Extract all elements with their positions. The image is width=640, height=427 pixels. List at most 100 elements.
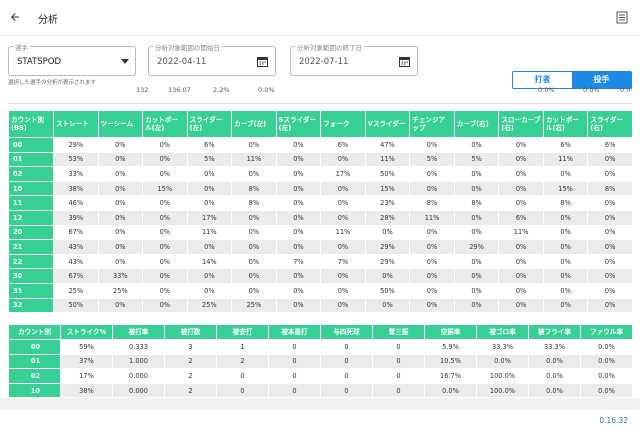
cell: 0.0% [580,368,633,384]
cell: 11% [231,151,277,168]
cell: 0% [409,282,455,299]
column-header: カウント別 [8,324,61,340]
cell: 0% [142,209,188,226]
column-header: ストレート [53,110,99,138]
table-row: 00 29% 0% 0% 6% 0% 0% 6% 47% 0% 0% 0% 6% 6% [8,137,633,153]
column-header: カーブ(右) [453,110,500,138]
toggle-pitcher[interactable]: 投手 [572,72,631,88]
cell: 0 [268,382,321,399]
cell: 0% [142,137,188,153]
start-value: 2022-04-11 [157,57,207,67]
cell: 29% [453,239,500,255]
cell: 17% [186,209,233,226]
cell: 6% [320,137,366,153]
cell: 0% [409,239,455,255]
cell: 0% [542,282,589,299]
cell: 11% [364,151,411,168]
column-header: 与四死球 [320,324,373,340]
cell: 50% [364,166,411,182]
cell: 0% [275,282,322,299]
column-header: 奪三振 [372,324,425,340]
cell: 0% [498,166,544,182]
cell: 0% [409,180,455,197]
cell: 0% [453,137,500,153]
cell: 0% [498,239,544,255]
cell: 15% [542,180,589,197]
cell: 0% [186,180,233,197]
document-icon[interactable] [616,11,628,24]
row-key: 10 [8,382,61,399]
column-header: フォーク [320,110,366,138]
cell: 0% [587,166,633,182]
end-value: 2022-07-11 [299,57,349,67]
header-row: カウント別 ストライク% 被打率 被打数 被安打 被本塁打 与四死球 奪三振 空振率 被ゴロ率 被フ… [8,324,633,340]
table-row: 22 43% 0% 0% 14% 0% 7% 7% 29% 0% 0% 0% 0% 0% [8,253,633,270]
cell: 0% [275,180,322,197]
back-button[interactable] [9,11,21,23]
cell: 0 [372,382,425,399]
cell: 37% [60,353,113,370]
cell: 0% [97,239,144,255]
cell: 0% [498,268,544,284]
toggle-batter[interactable]: 打者 [534,75,551,84]
cell: 0% [453,282,500,299]
cell: 100.0% [476,368,529,384]
cell: 16.7% [424,368,477,384]
table-row: 02 17% 0.000 2 0 0 0 0 16.7% 100.0% 0.0% 0.0% [8,368,633,384]
partial-cell: 0.0% [620,86,632,94]
cell: 11% [320,224,366,241]
cell: 0.000 [112,382,165,399]
cell: 0% [275,268,322,284]
cell: 0% [364,224,411,241]
cell: 0% [409,224,455,241]
table-row: 20 67% 0% 0% 11% 0% 0% 11% 0% 0% 0% 11% 0% 0% [8,224,633,241]
cell: 0 [372,353,425,370]
cell: 0% [587,209,633,226]
cell: 0% [409,253,455,270]
cell: 0% [320,151,366,168]
cell: 59% [60,339,113,355]
cell: 11% [498,224,544,241]
cell: 0% [275,297,322,314]
cell: 0% [142,239,188,255]
app-bar: 分析 [0,0,640,36]
row-key: 11 [8,195,54,211]
player-select[interactable]: STATSPOD [8,46,136,76]
cell: 0% [275,224,322,241]
cell: 17% [60,368,113,384]
cell: 0.0% [528,353,581,370]
table-row: 12 39% 0% 0% 17% 0% 0% 0% 28% 11% 0% 6% 0% 0% [8,209,633,226]
cell: 0.333 [112,339,165,355]
row-key: 22 [8,253,54,270]
cell: 0.0% [528,368,581,384]
stats-table: カウント別 ストライク% 被打率 被打数 被安打 被本塁打 与四死球 奪三振 空振率 被ゴロ率 被フ… [8,324,633,399]
column-header: スローカーブ(右) [498,110,544,138]
cell: 0% [320,239,366,255]
cell: 33% [53,166,99,182]
cell: 25% [53,282,99,299]
column-header: 被打数 [164,324,217,340]
table-row: 21 43% 0% 0% 0% 0% 0% 0% 29% 0% 29% 0% 0% 0% [8,239,633,255]
cell: 0 [372,368,425,384]
cell: 0% [320,195,366,211]
cell: 25% [186,297,233,314]
row-key: 31 [8,282,54,299]
table-row: 30 67% 33% 0% 0% 0% 0% 0% 0% 0% 0% 0% 0% 0% [8,268,633,284]
row-key: 01 [8,151,54,168]
cell: 5% [409,151,455,168]
column-header: ストライク% [60,324,113,340]
column-header: カットボール(右) [542,110,589,138]
cell: 0 [268,368,321,384]
column-header: 被安打 [216,324,269,340]
cell: 46% [53,195,99,211]
column-header: ファウル率 [580,324,633,340]
cell: 38% [53,180,99,197]
cell: 0% [453,297,500,314]
column-header: 空振率 [424,324,477,340]
cell: 5% [453,151,500,168]
player-help: 選択した選手の分析が表示されます [8,80,97,86]
cell: 0% [275,137,322,153]
cell: 0% [275,151,322,168]
cell: 0 [268,353,321,370]
